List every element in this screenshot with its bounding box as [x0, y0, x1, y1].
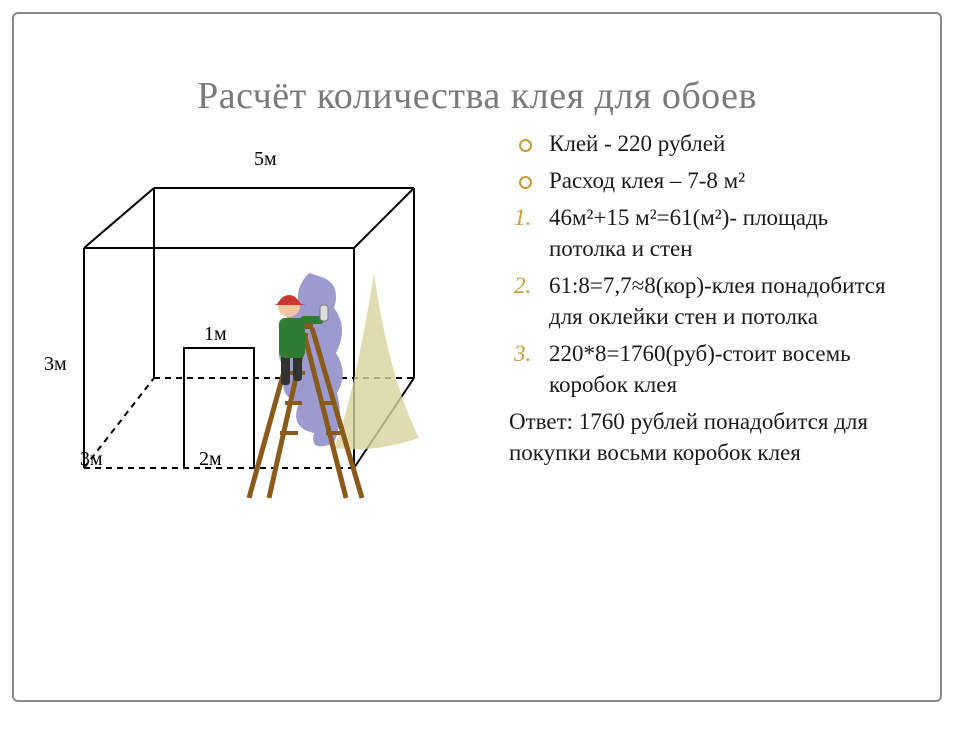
calc-list: Клей - 220 рублей Расход клея – 7-8 м² 4…: [504, 128, 910, 400]
label-height: 3м: [44, 353, 67, 376]
bullet-2: Расход клея – 7-8 м²: [504, 165, 910, 196]
bullet-1: Клей - 220 рублей: [504, 128, 910, 159]
slide-frame: Расчёт количества клея для обоев: [12, 12, 942, 702]
answer: Ответ: 1760 рублей понадобится для покуп…: [504, 406, 910, 468]
label-door-w: 1м: [204, 323, 227, 346]
label-depth: 3м: [80, 448, 103, 471]
diagram-area: 5м 3м 3м 2м 1м: [44, 128, 494, 528]
step-2: 61:8=7,7≈8(кор)-клея понадобится для окл…: [504, 270, 910, 332]
slide-title: Расчёт количества клея для обоев: [14, 74, 940, 118]
text-column: Клей - 220 рублей Расход клея – 7-8 м² 4…: [494, 128, 910, 528]
room-diagram: [74, 178, 484, 558]
label-door-h: 2м: [199, 448, 222, 471]
content-row: 5м 3м 3м 2м 1м Клей - 220 рублей Расход …: [14, 118, 940, 528]
light-cone: [334, 273, 419, 449]
label-top: 5м: [254, 148, 277, 171]
step-1: 46м²+15 м²=61(м²)- площадь потолка и сте…: [504, 202, 910, 264]
step-3: 220*8=1760(руб)-стоит восемь коробок кле…: [504, 338, 910, 400]
